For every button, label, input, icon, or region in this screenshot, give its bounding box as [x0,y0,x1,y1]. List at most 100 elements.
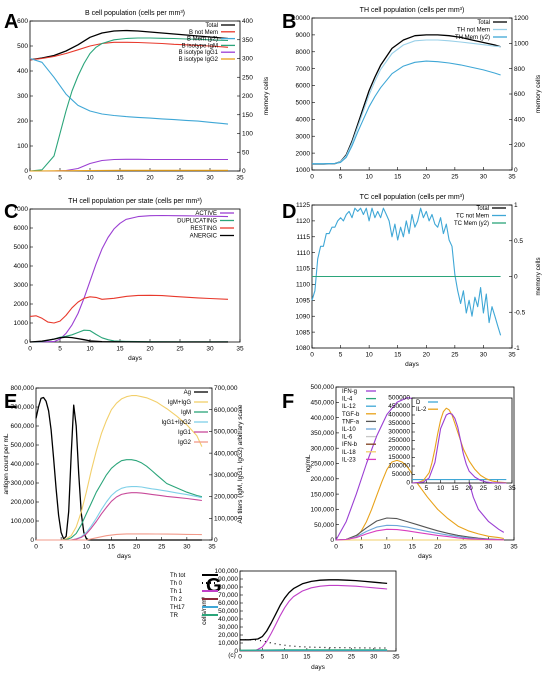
y2-tick-label: 200,000 [214,494,238,501]
x-tick-label: 25 [451,352,459,359]
x-tick-label: 5 [424,485,428,492]
y2-tick-label: 300,000 [214,472,238,479]
y-tick-label: 40,000 [218,616,238,623]
x-tick-label: 30 [480,174,488,181]
y-tick-label: 100,000 [11,518,35,525]
y-tick-label: 0 [24,168,28,175]
x-tick-label: 35 [510,544,518,551]
y-tick-label: 2000 [296,150,311,157]
panel-letter-e: E [4,391,17,413]
y2-tick-label: 0 [214,537,218,544]
y2-tick-label: 100,000 [214,515,238,522]
x-tick-label: 0 [28,346,32,353]
x-tick-label: 35 [208,544,216,551]
series-line-anergic [29,336,228,343]
y2-tick-label: 600 [514,91,525,98]
y-tick-label: 0 [234,648,238,655]
x-tick-label: 0 [310,174,314,181]
series-line-ag [35,396,202,541]
y-tick-label: 1110 [297,250,311,257]
y2-tick-label: 150 [242,112,253,119]
y-tick-label: 600 [17,18,28,25]
plot-frame [239,570,397,652]
y-axis-label: cells/mm³ [201,596,208,625]
y-tick-label: 10000 [292,15,310,22]
y-tick-label: 0 [24,339,28,346]
x-tick-label: 5 [58,175,62,182]
y-tick-label: 300000 [388,429,410,436]
legend-label: TNF-a [342,419,360,425]
x-tick-label: 25 [451,174,459,181]
x-tick-label: 10 [86,346,94,353]
legend-label: TGF-b [342,412,360,418]
y-tick-label: 350000 [388,420,410,427]
x-tick-label: 15 [394,174,402,181]
y-tick-label: 1100 [296,282,310,289]
y-tick-label: 500,000 [11,442,35,449]
y-tick-label: 8000 [296,49,311,56]
x-tick-label: 35 [508,174,516,181]
chart-c: TH cell population per state (cells per … [14,198,244,362]
y-tick-label: 1090 [296,313,311,320]
x-tick-label: 20 [133,544,141,551]
x-tick-label: 0 [28,175,32,182]
y2-tick-label: 400 [242,18,253,25]
y-tick-label: 2000 [14,301,29,308]
series-line-tgf-b [335,459,504,541]
y2-tick-label: 0 [514,167,518,174]
y2-axis-label: memory cells [263,76,270,115]
legend-label: Th 1 [170,589,183,595]
y-tick-label: 150000 [388,454,410,461]
y-tick-label: 100,000 [311,507,335,514]
chart-title: B cell population (cells per mm³) [85,10,185,17]
series-line-th-mem-y2 [312,60,501,165]
panel-letter-b: B [282,11,296,33]
legend-label: IL-23 [342,457,356,463]
y-tick-label: 400000 [388,412,410,419]
x-tick-label: 0 [34,544,38,551]
legend-label: IgM [181,410,191,416]
y-tick-label: 9000 [296,32,311,39]
legend-label: ANERGIC [190,234,218,240]
series-line-igm [36,459,203,541]
x-tick-label: 20 [466,485,474,492]
panel-letter-a: A [4,11,18,33]
y2-axis-label: memory cells [535,257,542,296]
chart-f: 0 5 10 15 20 25 30 35 0 50,000 100,000 150,000 200,0… [305,384,518,560]
y-tick-label: 50,000 [314,522,334,529]
x-tick-label: 10 [366,352,374,359]
y2-tick-label: 1000 [514,41,529,48]
x-tick-label: 30 [370,654,378,661]
series-line-active [29,214,229,343]
y-tick-label: 800,000 [11,385,35,392]
legend-label: IL-2 [416,407,427,413]
y-axis-label: antigen count per mL [3,433,10,494]
y-tick-label: 1085 [296,329,311,336]
x-tick-label: 10 [437,485,445,492]
y-tick-label: 100,000 [215,568,239,575]
legend-label: IFN-g [342,389,357,395]
x-tick-label: 0 [334,544,338,551]
legend-label: D [416,400,421,406]
chart-title: TH cell population per state (cells per … [68,198,202,205]
y-tick-label: 7000 [14,206,29,213]
y-tick-label: 1000 [14,320,29,327]
x-tick-label: 5 [360,544,364,551]
legend-label: IL-4 [342,397,353,403]
y-tick-label: 5000 [14,244,29,251]
x-tick-label: 30 [494,485,502,492]
x-tick-label: 10 [281,654,289,661]
x-tick-label: 20 [146,346,154,353]
y2-tick-label: 250 [242,74,253,81]
y-tick-label: 0 [406,480,410,487]
chart-title: TH cell population (cells per mm³) [360,7,465,14]
x-tick-label: 15 [116,346,124,353]
y-tick-label: 5000 [296,100,311,107]
x-tick-label: 25 [158,544,166,551]
legend-label: TH not Mem [457,28,490,34]
legend-label: RESTING [190,226,217,232]
series-line-igg1-igg2 [36,486,203,541]
legend-label: IL-18 [342,450,356,456]
series-line-il-10 [335,524,504,541]
